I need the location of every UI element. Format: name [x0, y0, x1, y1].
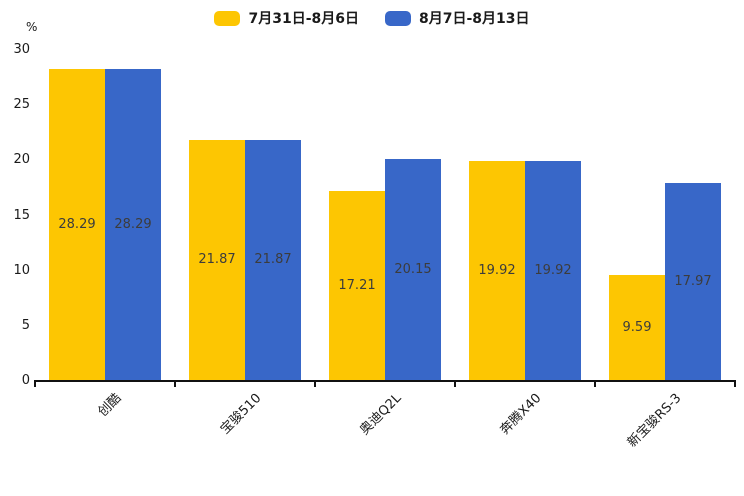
x-tick-mark — [734, 382, 736, 387]
bar-value-label: 28.29 — [58, 216, 96, 232]
x-tick-label: 宝骏510 — [217, 390, 265, 438]
bar-series2-新宝骏RS-3 — [665, 182, 721, 381]
y-tick-label: 30 — [13, 42, 30, 57]
bar-series1-创酷 — [49, 68, 105, 381]
bar-series1-宝骏510 — [189, 139, 245, 381]
bar-series2-奔腾X40 — [525, 161, 581, 381]
bar-series2-宝骏510 — [245, 139, 301, 381]
legend-label: 8月7日-8月13日 — [419, 11, 530, 27]
x-tick-mark — [34, 382, 36, 387]
chart-legend: 7月31日-8月6日 8月7日-8月13日 — [0, 8, 744, 28]
x-tick-label: 奥迪Q2L — [357, 390, 405, 439]
bar-value-label: 20.15 — [394, 261, 432, 277]
bar-series1-奔腾X40 — [469, 161, 525, 381]
bar-series1-奥迪Q2L — [329, 191, 385, 381]
y-tick-label: 25 — [13, 97, 30, 113]
bar-series2-创酷 — [105, 68, 161, 381]
y-tick-label: 20 — [13, 152, 30, 168]
y-axis-unit-label: % — [26, 20, 38, 34]
bar-series1-新宝骏RS-3 — [609, 275, 665, 381]
legend-label: 7月31日-8月6日 — [248, 11, 359, 27]
bar-value-label: 17.97 — [674, 273, 712, 289]
bar-series2-奥迪Q2L — [385, 158, 441, 381]
legend-item: 8月7日-8月13日 — [385, 8, 530, 28]
x-tick-label: 奔腾X40 — [497, 390, 545, 438]
x-axis-line — [34, 380, 736, 382]
bar-value-label: 9.59 — [622, 320, 652, 336]
bar-value-label: 17.21 — [338, 278, 376, 294]
legend-swatch-icon — [385, 10, 411, 26]
legend-swatch-icon — [214, 10, 241, 26]
x-tick-mark — [454, 382, 456, 387]
y-tick-label: 15 — [13, 207, 30, 223]
x-tick-mark — [174, 382, 176, 387]
x-tick-mark — [594, 382, 596, 387]
y-tick-label: 10 — [13, 262, 30, 278]
bar-value-label: 21.87 — [254, 252, 292, 268]
bar-value-label: 21.87 — [198, 252, 236, 268]
bar-value-label: 19.92 — [534, 263, 572, 279]
bar-value-label: 19.92 — [478, 263, 516, 279]
x-tick-label: 创酷 — [95, 390, 125, 420]
y-tick-label: 0 — [21, 373, 30, 388]
legend-item: 7月31日-8月6日 — [214, 8, 359, 28]
y-tick-label: 5 — [21, 317, 30, 333]
x-tick-label: 新宝骏RS-3 — [624, 390, 685, 451]
x-tick-mark — [314, 382, 316, 387]
bar-value-label: 28.29 — [114, 216, 152, 232]
